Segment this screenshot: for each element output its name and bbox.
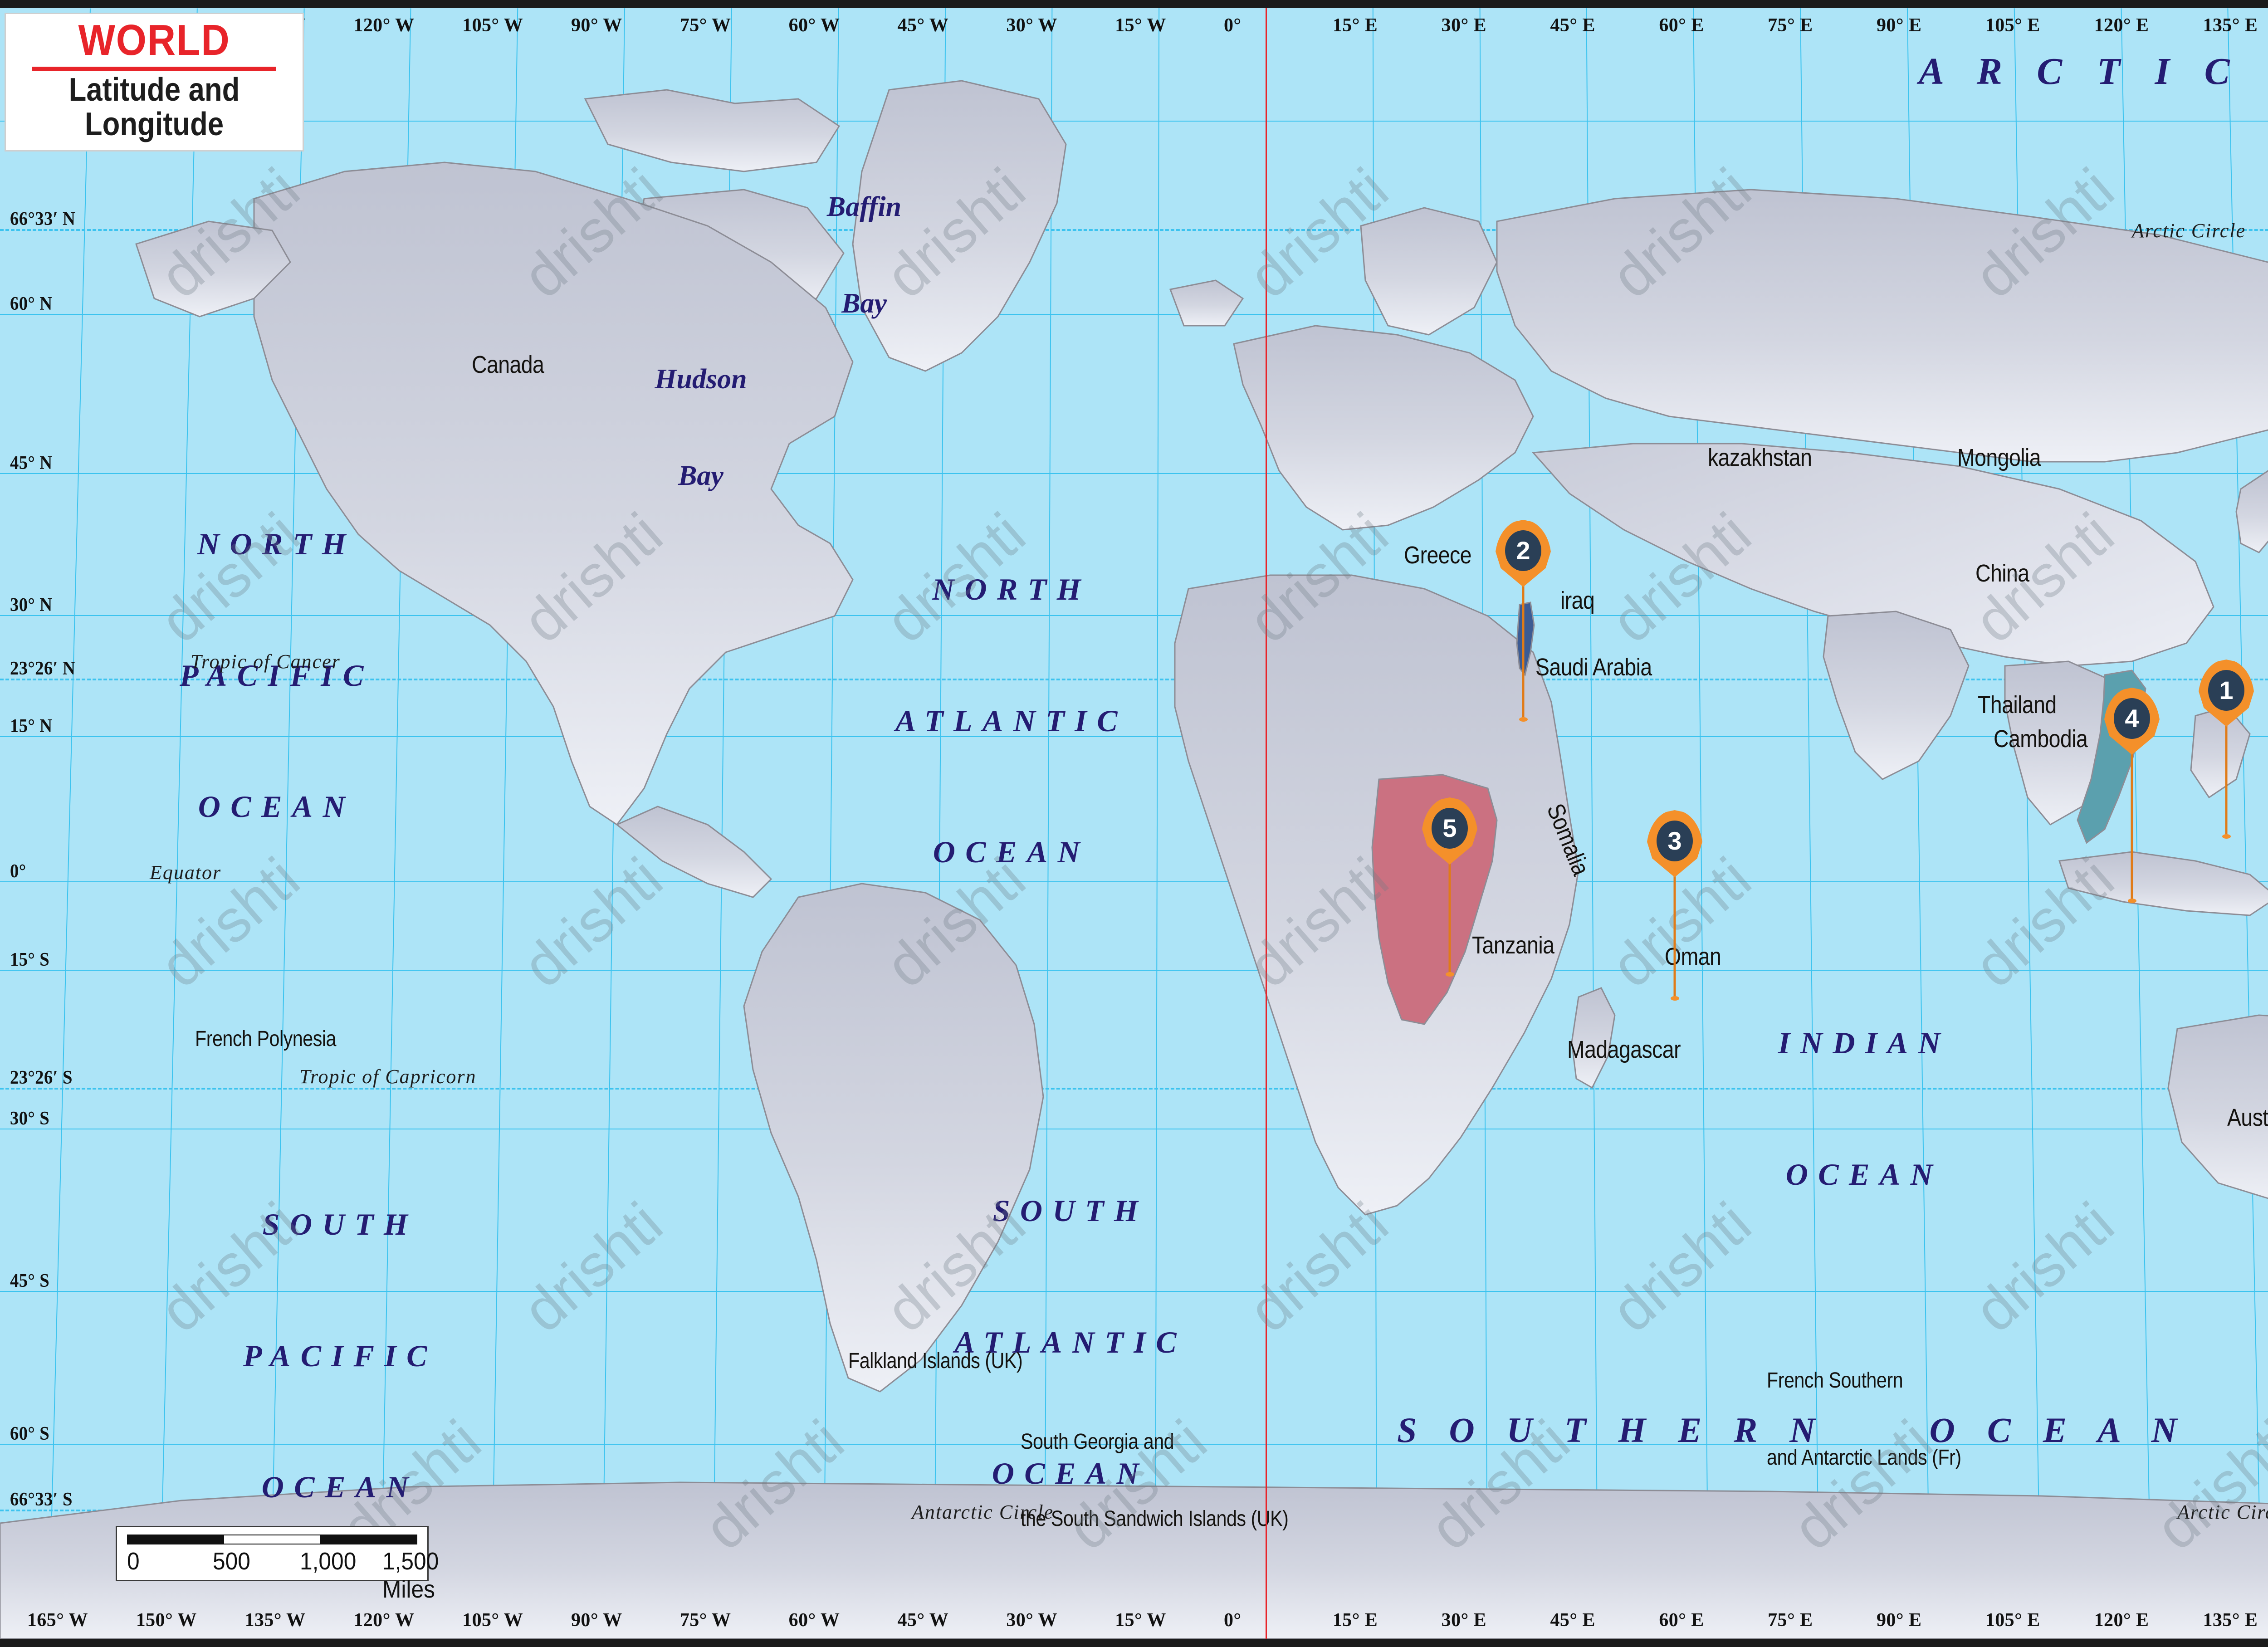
title-divider (32, 67, 276, 71)
scale-tick: 1,500 Miles (382, 1548, 439, 1603)
scale-segment (320, 1535, 416, 1544)
scale-tick: 500 (212, 1548, 250, 1575)
marker-pin-icon: 3 (1647, 810, 1703, 877)
landmass-layer (0, 8, 2268, 1639)
map-marker-2[interactable]: 2 (1495, 520, 1551, 723)
marker-stem (2131, 751, 2133, 901)
map-title-card: WORLD Latitude and Longitude (5, 13, 304, 152)
marker-number: 1 (2208, 670, 2244, 711)
map-marker-1[interactable]: 1 (2198, 660, 2254, 840)
marker-pin-icon: 5 (1422, 797, 1478, 865)
scale-segment (224, 1535, 320, 1544)
page-subtitle: Latitude and Longitude (68, 72, 240, 143)
page-title: WORLD (78, 16, 230, 64)
map-marker-4[interactable]: 4 (2104, 688, 2160, 904)
marker-number: 3 (1657, 821, 1693, 862)
map-marker-3[interactable]: 3 (1647, 810, 1703, 1002)
scale-tick: 1,000 (299, 1548, 357, 1575)
marker-pin-icon: 1 (2198, 660, 2254, 727)
scale-bar-segments (127, 1535, 417, 1544)
marker-number: 5 (1432, 808, 1468, 849)
marker-pin-icon: 2 (1495, 520, 1551, 587)
marker-pin-icon: 4 (2104, 688, 2160, 755)
marker-number: 4 (2114, 698, 2150, 739)
scale-bar: 0 500 1,000 1,500 Miles (116, 1526, 439, 1603)
map-marker-5[interactable]: 5 (1422, 797, 1478, 978)
scale-tick: 0 (127, 1548, 140, 1575)
marker-stem (1673, 874, 1676, 998)
scale-tick-labels: 0 500 1,000 1,500 Miles (127, 1547, 439, 1603)
marker-stem (1448, 861, 1451, 974)
marker-stem (2225, 723, 2228, 836)
marker-stem (1522, 583, 1525, 719)
scale-segment (128, 1535, 224, 1544)
marker-number: 2 (1505, 530, 1541, 572)
